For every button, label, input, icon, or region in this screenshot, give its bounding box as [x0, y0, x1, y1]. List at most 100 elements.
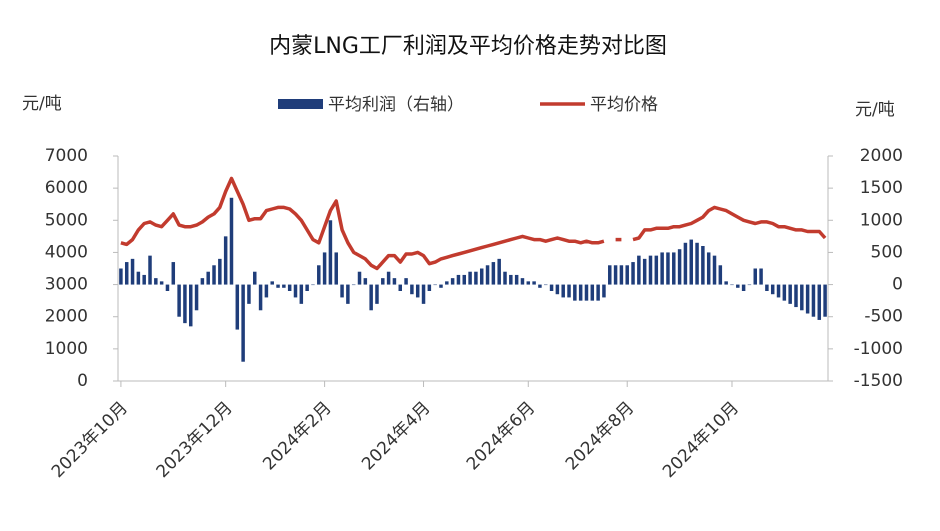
x-tick-label: 2023年12月 [153, 398, 237, 482]
bar [514, 274, 519, 285]
bar [247, 284, 251, 304]
bar [421, 284, 426, 304]
y2-tick-label: 0 [892, 275, 903, 295]
bar [747, 284, 752, 286]
bar [619, 265, 624, 285]
bar [369, 284, 373, 311]
bar [584, 284, 589, 301]
y-tick-label: 1000 [45, 339, 88, 359]
bar [800, 284, 804, 311]
bar [282, 284, 286, 288]
x-tick-label: 2024年8月 [562, 398, 638, 474]
bar [654, 255, 659, 285]
bar [817, 284, 822, 320]
bar [642, 258, 647, 285]
bar [811, 284, 816, 317]
bar [258, 284, 263, 311]
bar [317, 265, 321, 285]
bar [578, 284, 583, 301]
bar [398, 284, 402, 291]
y-tick-label: 3000 [45, 275, 88, 295]
chart-title: 内蒙LNG工厂利润及平均价格走势对比图 [269, 34, 667, 59]
bar [770, 284, 775, 295]
bar [805, 284, 810, 314]
bar [526, 281, 531, 285]
bar [439, 284, 443, 288]
bar [299, 284, 304, 304]
bar [765, 284, 769, 291]
bar [567, 284, 571, 298]
bar [544, 284, 548, 286]
bar [660, 252, 664, 285]
y2-tick-label: 2000 [860, 146, 903, 166]
legend-swatch [278, 99, 323, 109]
bar [270, 281, 274, 285]
bar [561, 284, 565, 298]
bar [264, 284, 269, 298]
x-tick-label: 2024年6月 [463, 398, 539, 474]
y2-tick-label: -1500 [854, 371, 903, 391]
x-tick-label: 2023年10月 [48, 398, 132, 482]
y2-tick-label: 1000 [860, 210, 903, 230]
y-tick-label: 2000 [45, 307, 88, 327]
bar [549, 284, 554, 291]
bar [340, 284, 344, 298]
bar [235, 284, 240, 330]
bar [503, 271, 507, 285]
line [632, 205, 827, 242]
y-tick-label: 4000 [45, 242, 88, 262]
bar [718, 265, 723, 285]
y-tick-label: 5000 [45, 210, 88, 230]
bar [433, 284, 437, 286]
y2-tick-label: 500 [871, 242, 903, 262]
bar [648, 255, 653, 285]
bar [346, 284, 350, 304]
bar [183, 284, 187, 324]
x-tick-label: 2024年2月 [259, 398, 335, 474]
bar [608, 265, 612, 285]
bar [445, 281, 449, 285]
bar [171, 262, 176, 285]
bar [491, 262, 496, 285]
bar [677, 249, 682, 285]
bar [287, 284, 292, 291]
bar [701, 246, 705, 285]
bar [782, 284, 787, 301]
bar [328, 220, 333, 285]
bar [241, 284, 245, 362]
bar [759, 268, 763, 285]
bar [381, 278, 385, 285]
bar [532, 281, 536, 285]
bar [410, 284, 414, 295]
bar [415, 284, 420, 298]
bar [776, 284, 781, 298]
bar [218, 258, 222, 285]
y2-axis-label: 元/吨 [855, 100, 895, 120]
bar [154, 278, 158, 285]
y2-tick-label: 1500 [860, 178, 903, 198]
bar [351, 284, 356, 286]
bar [555, 284, 560, 295]
bar [538, 284, 542, 288]
bar [683, 242, 688, 285]
bar [573, 284, 577, 301]
bar [177, 284, 181, 317]
bar [136, 271, 141, 285]
bar [450, 278, 455, 285]
bar [427, 284, 432, 291]
bar [736, 284, 740, 288]
bar [119, 268, 123, 285]
bar [788, 284, 792, 304]
bar [305, 284, 309, 291]
bar [375, 284, 379, 304]
y-tick-label: 0 [77, 371, 88, 391]
bar [322, 252, 327, 285]
y2-tick-label: -500 [864, 307, 903, 327]
bar [672, 252, 676, 285]
bar [712, 255, 717, 285]
bar [276, 284, 280, 288]
bar [253, 271, 257, 285]
bar [753, 268, 757, 285]
bar [590, 284, 595, 301]
